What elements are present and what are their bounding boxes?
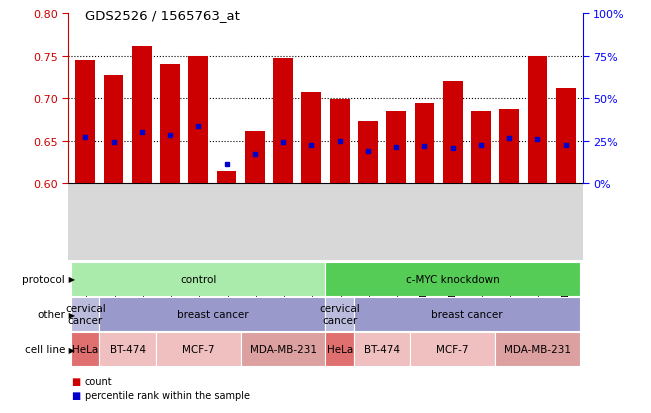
- Text: cervical
cancer: cervical cancer: [319, 304, 360, 325]
- Text: HeLa: HeLa: [72, 344, 98, 354]
- Bar: [358, 122, 378, 184]
- Text: MDA-MB-231: MDA-MB-231: [249, 344, 316, 354]
- Text: ■: ■: [72, 376, 81, 386]
- Bar: [273, 59, 293, 184]
- Bar: [71, 332, 100, 366]
- Text: MDA-MB-231: MDA-MB-231: [504, 344, 571, 354]
- Text: breast cancer: breast cancer: [431, 309, 503, 319]
- Bar: [188, 57, 208, 184]
- Text: count: count: [85, 376, 112, 386]
- Bar: [217, 172, 236, 184]
- Bar: [160, 65, 180, 184]
- Bar: [100, 297, 326, 331]
- Bar: [471, 112, 491, 184]
- Bar: [241, 332, 326, 366]
- Bar: [527, 57, 547, 184]
- Bar: [353, 332, 410, 366]
- Bar: [132, 47, 152, 184]
- Text: other: other: [37, 309, 65, 319]
- Bar: [245, 131, 265, 184]
- Text: ▶: ▶: [66, 310, 75, 319]
- Text: BT-474: BT-474: [364, 344, 400, 354]
- Bar: [499, 109, 519, 184]
- Bar: [71, 262, 326, 296]
- Text: ■: ■: [72, 390, 81, 400]
- Text: cell line: cell line: [25, 344, 65, 354]
- Bar: [104, 76, 124, 184]
- Text: BT-474: BT-474: [110, 344, 146, 354]
- Text: GDS2526 / 1565763_at: GDS2526 / 1565763_at: [85, 9, 240, 22]
- Text: HeLa: HeLa: [327, 344, 353, 354]
- Bar: [415, 103, 434, 184]
- Bar: [353, 297, 580, 331]
- Bar: [326, 297, 353, 331]
- Bar: [301, 93, 321, 184]
- Bar: [326, 332, 353, 366]
- Text: cervical
cancer: cervical cancer: [65, 304, 105, 325]
- Bar: [410, 332, 495, 366]
- Text: percentile rank within the sample: percentile rank within the sample: [85, 390, 249, 400]
- Text: control: control: [180, 274, 217, 284]
- Text: MCF-7: MCF-7: [436, 344, 469, 354]
- Bar: [556, 89, 575, 184]
- Text: ▶: ▶: [66, 275, 75, 284]
- Bar: [100, 332, 156, 366]
- Text: c-MYC knockdown: c-MYC knockdown: [406, 274, 499, 284]
- Bar: [443, 82, 463, 184]
- Bar: [71, 297, 100, 331]
- Bar: [330, 100, 350, 184]
- Bar: [156, 332, 241, 366]
- Bar: [326, 262, 580, 296]
- Bar: [76, 61, 95, 184]
- Text: protocol: protocol: [22, 274, 65, 284]
- Bar: [386, 112, 406, 184]
- Text: breast cancer: breast cancer: [176, 309, 248, 319]
- Text: ▶: ▶: [66, 345, 75, 354]
- Text: MCF-7: MCF-7: [182, 344, 215, 354]
- Bar: [495, 332, 580, 366]
